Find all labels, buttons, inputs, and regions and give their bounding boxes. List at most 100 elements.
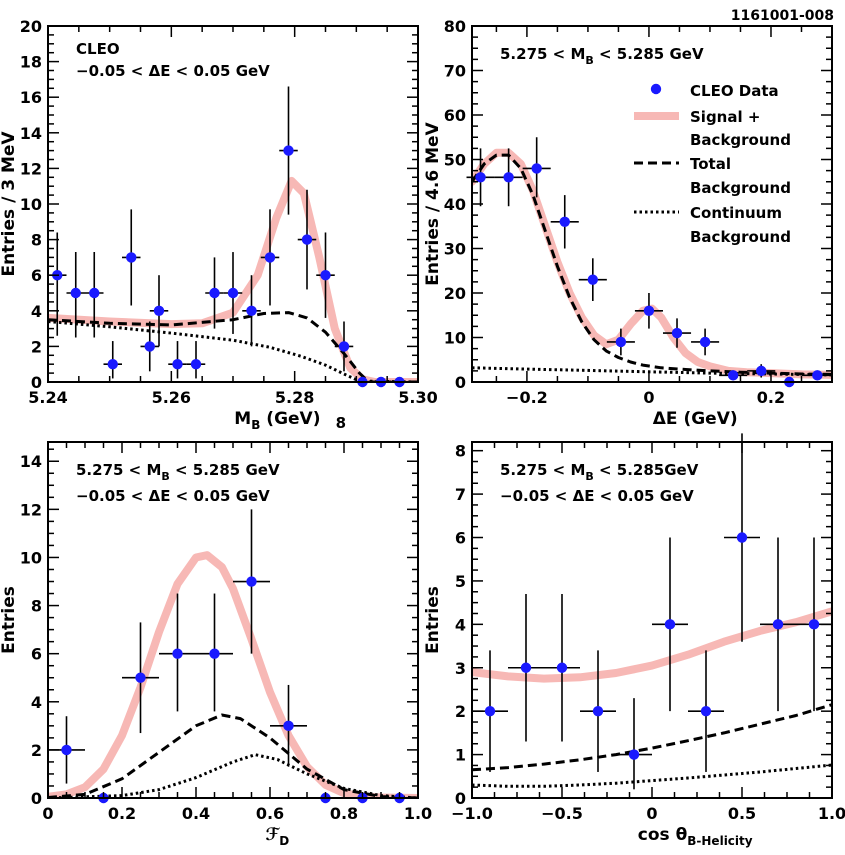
data-points (472, 433, 832, 790)
y-tick-label: 2 (31, 337, 42, 356)
data-point (246, 305, 257, 316)
curve-total-bg (472, 703, 832, 772)
x-ticks: 5.24 5.26 5.28 5.30 (28, 26, 438, 407)
y-tick-label: 14 (20, 452, 42, 471)
legend: CLEO Data Signal + Background Total Backgrou… (634, 82, 791, 246)
y-tick-label: 2 (455, 702, 466, 721)
x-axis-label: cos θB-Helicity (638, 825, 753, 848)
annotations: 5.275 < MB < 5.285 GeV (500, 45, 704, 67)
y-tick-label: 0 (31, 373, 42, 392)
x-tick-label: −0.5 (541, 804, 583, 823)
y-tick-label: 30 (444, 240, 466, 259)
data-point (587, 274, 599, 285)
y-ticks: 0 2 4 6 8 10 12 14 16 18 20 (20, 17, 418, 392)
y-tick-label: 20 (20, 17, 42, 36)
data-point (556, 662, 568, 673)
y-tick-label: 4 (31, 693, 42, 712)
annotations: 5.275 < MB < 5.285GeV −0.05 < ΔE < 0.05 G… (500, 461, 699, 505)
data-point (503, 172, 514, 183)
x-tick-label: 0.4 (182, 804, 210, 823)
data-point (126, 252, 137, 263)
x-ticks: −0.2 0 0.2 (495, 26, 833, 407)
x-tick-label: 0 (42, 804, 53, 823)
y-tick-label: 2 (31, 741, 42, 760)
legend-marker-data (650, 83, 662, 95)
y-tick-label: 8 (455, 442, 466, 461)
data-point (592, 705, 604, 717)
annotation: CLEO (76, 40, 120, 58)
data-point (246, 576, 257, 587)
y-axis-label: Entries (423, 586, 443, 654)
x-tick-label: 5.28 (275, 388, 314, 407)
curves (472, 607, 832, 788)
data-point (264, 252, 276, 263)
y-tick-label: 6 (455, 529, 466, 548)
annotations: 5.275 < MB < 5.285 GeV −0.05 < ΔE < 0.05 … (76, 461, 280, 505)
data-point (559, 216, 570, 227)
legend-label: Total (690, 155, 731, 173)
annotation: −0.05 < ΔE < 0.05 GeV (76, 487, 270, 505)
y-tick-label: 80 (444, 17, 466, 36)
data-point (700, 705, 712, 717)
x-tick-label: 0.2 (757, 388, 785, 407)
x-tick-label: 5.24 (28, 388, 67, 407)
annotation: 5.275 < MB < 5.285 GeV (76, 461, 280, 483)
data-point (531, 163, 542, 174)
y-axis-label: Entries (0, 586, 19, 654)
y-axis-label: Entries / 3 MeV (0, 131, 19, 277)
data-points (48, 86, 409, 388)
data-point (736, 532, 748, 543)
curve-total-bg (48, 311, 418, 382)
y-ticks: 0 10 20 30 40 50 60 70 80 (444, 17, 832, 392)
data-point (520, 662, 532, 673)
data-point (144, 341, 155, 352)
curve-continuum-bg (472, 763, 832, 788)
annotation: 5.275 < MB < 5.285GeV (500, 461, 699, 483)
panel-top-right: −0.2 0 0.2 0 10 20 30 40 50 60 70 80 Entries / 4.6 M… (423, 17, 833, 429)
y-tick-label: 8 (31, 597, 42, 616)
y-tick-label: 50 (444, 151, 466, 170)
x-tick-label: 5.26 (152, 388, 191, 407)
data-point (808, 619, 820, 630)
legend-label: Background (690, 228, 791, 246)
data-point (209, 287, 220, 299)
y-axis-label: Entries / 4.6 MeV (423, 121, 443, 285)
data-point (756, 365, 767, 377)
y-tick-label: 16 (20, 88, 42, 107)
legend-label: Continuum (690, 204, 782, 222)
y-tick-label: 0 (455, 373, 466, 392)
x-tick-label: 1.0 (404, 804, 432, 823)
y-tick-label: 6 (31, 266, 42, 285)
data-point (89, 287, 100, 299)
x-axis-label: ℱD (266, 825, 290, 848)
y-tick-label: 4 (31, 302, 42, 321)
x-ticks: 0 0.2 0.4 0.6 0.8 1.0 (42, 442, 432, 823)
data-point (61, 744, 72, 756)
y-tick-label: 18 (20, 53, 42, 72)
data-point (320, 270, 331, 281)
x-axis-label: ΔE (GeV) (653, 409, 738, 429)
y-tick-label: 5 (455, 572, 466, 591)
data-point (643, 305, 655, 316)
x-tick-label: 0.2 (108, 804, 136, 823)
y-tick-label: 3 (455, 659, 466, 678)
data-point (699, 336, 711, 348)
curve-continuum-bg (48, 753, 418, 798)
data-point (671, 327, 683, 339)
curve-signal (48, 551, 418, 798)
y-tick-label: 10 (20, 548, 42, 567)
legend-label: Background (690, 179, 791, 197)
panels: 5.24 5.26 5.28 5.3002468101214161820Entries… (0, 17, 845, 848)
data-point (475, 172, 486, 183)
data-point (209, 648, 220, 659)
y-tick-label: 20 (444, 284, 466, 303)
data-point (107, 359, 118, 370)
y-tick-label: 7 (455, 485, 466, 504)
annotation: 5.275 < MB < 5.285 GeV (500, 45, 704, 67)
data-point (484, 705, 496, 717)
y-ticks: 0 1 2 3 4 5 6 7 8 (455, 442, 832, 808)
annotation: −0.05 < ΔE < 0.05 GeV (76, 62, 270, 80)
x-tick-label: 1.0 (818, 804, 845, 823)
data-point (628, 749, 640, 760)
y-tick-label: 8 (31, 231, 42, 250)
